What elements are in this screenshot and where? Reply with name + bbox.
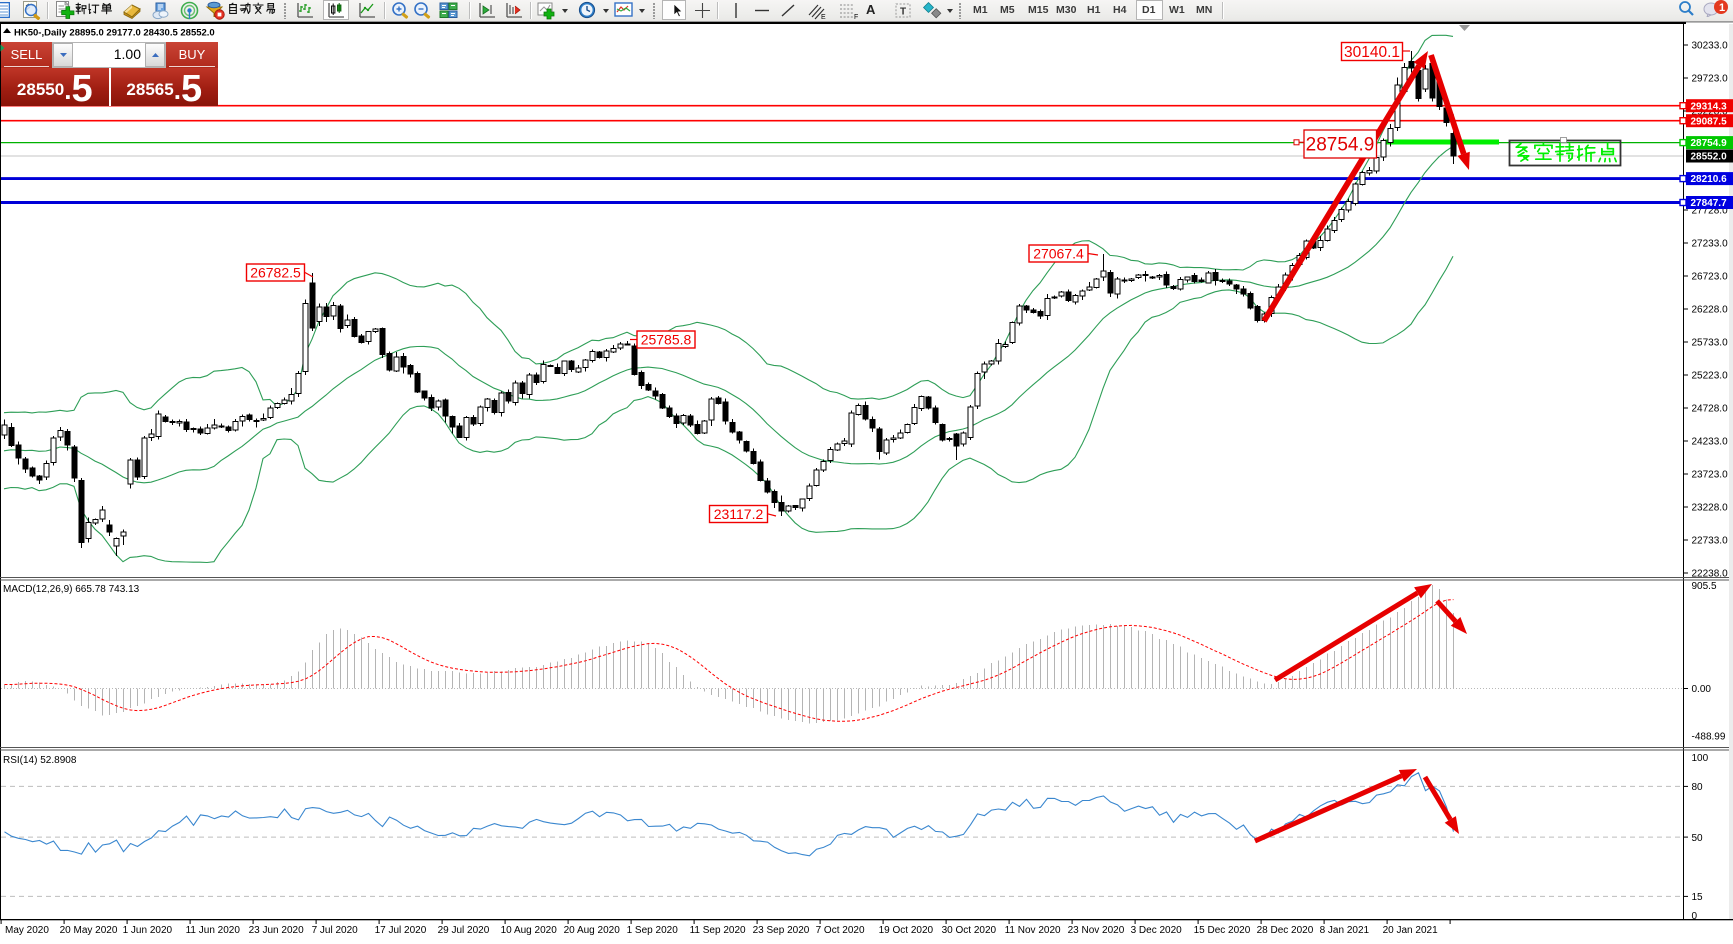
svg-text:100: 100 [1692, 753, 1709, 764]
svg-text:28754.9: 28754.9 [1306, 135, 1375, 156]
svg-text:15 Dec 2020: 15 Dec 2020 [1194, 925, 1251, 936]
svg-text:27233.0: 27233.0 [1692, 239, 1729, 250]
svg-text:22733.0: 22733.0 [1692, 536, 1729, 547]
svg-text:28754.9: 28754.9 [1691, 138, 1728, 149]
svg-text:HK50-,Daily 28895.0 29177.0 2: HK50-,Daily 28895.0 29177.0 28430.5 2855… [14, 28, 215, 39]
svg-text:7 Jul 2020: 7 Jul 2020 [312, 925, 359, 936]
svg-text:23 Sep 2020: 23 Sep 2020 [753, 925, 810, 936]
svg-text:15: 15 [1692, 892, 1704, 903]
svg-text:24728.0: 24728.0 [1692, 404, 1729, 415]
svg-text:28210.6: 28210.6 [1691, 174, 1728, 185]
svg-text:23 Nov 2020: 23 Nov 2020 [1068, 925, 1125, 936]
svg-text:19 Oct 2020: 19 Oct 2020 [879, 925, 934, 936]
svg-text:RSI(14) 52.8908: RSI(14) 52.8908 [3, 755, 77, 766]
svg-text:29 Jul 2020: 29 Jul 2020 [438, 925, 490, 936]
svg-text:23 Jun 2020: 23 Jun 2020 [249, 925, 304, 936]
svg-text:F: F [854, 14, 858, 20]
svg-text:27728.0: 27728.0 [1692, 206, 1729, 217]
svg-text:-488.99: -488.99 [1692, 732, 1726, 743]
svg-text:3 Dec 2020: 3 Dec 2020 [1131, 925, 1183, 936]
svg-text:0: 0 [1692, 911, 1698, 922]
svg-text:20 May 2020: 20 May 2020 [60, 925, 118, 936]
svg-text:20 Aug 2020: 20 Aug 2020 [564, 925, 621, 936]
svg-text:27847.7: 27847.7 [1691, 198, 1728, 209]
svg-text:26723.0: 26723.0 [1692, 272, 1729, 283]
svg-text:7 Oct 2020: 7 Oct 2020 [816, 925, 865, 936]
svg-text:1 Sep 2020: 1 Sep 2020 [627, 925, 679, 936]
svg-text:29087.5: 29087.5 [1691, 116, 1728, 127]
svg-text:8 Jan 2021: 8 Jan 2021 [1320, 925, 1370, 936]
svg-text:10 Aug 2020: 10 Aug 2020 [501, 925, 558, 936]
svg-text:11 Jun 2020: 11 Jun 2020 [186, 925, 241, 936]
svg-text:25785.8: 25785.8 [641, 331, 692, 347]
svg-text:50: 50 [1692, 833, 1704, 844]
svg-text:26228.0: 26228.0 [1692, 305, 1729, 316]
svg-text:1 Jun 2020: 1 Jun 2020 [123, 925, 173, 936]
svg-text:25223.0: 25223.0 [1692, 371, 1729, 382]
svg-text:30233.0: 30233.0 [1692, 41, 1729, 52]
svg-text:20 Jan 2021: 20 Jan 2021 [1383, 925, 1438, 936]
svg-text:11 Sep 2020: 11 Sep 2020 [690, 925, 746, 936]
svg-text:26782.5: 26782.5 [250, 264, 301, 280]
svg-text:23117.2: 23117.2 [714, 506, 764, 522]
svg-text:E: E [821, 14, 826, 20]
svg-text:11 Nov 2020: 11 Nov 2020 [1005, 925, 1061, 936]
svg-text:29314.3: 29314.3 [1691, 101, 1728, 112]
svg-text:28552.0: 28552.0 [1691, 152, 1728, 163]
svg-text:MACD(12,26,9) 665.78 743.13: MACD(12,26,9) 665.78 743.13 [3, 584, 140, 595]
svg-text:30140.1: 30140.1 [1344, 44, 1400, 61]
svg-text:23723.0: 23723.0 [1692, 470, 1729, 481]
svg-text:30 Oct 2020: 30 Oct 2020 [942, 925, 997, 936]
svg-text:May 2020: May 2020 [5, 925, 49, 936]
svg-text:T: T [900, 7, 906, 18]
svg-text:27067.4: 27067.4 [1033, 245, 1084, 261]
svg-text:28 Dec 2020: 28 Dec 2020 [1257, 925, 1314, 936]
svg-text:25733.0: 25733.0 [1692, 338, 1729, 349]
svg-text:22238.0: 22238.0 [1692, 569, 1729, 580]
svg-text:0.00: 0.00 [1692, 684, 1712, 695]
svg-text:23228.0: 23228.0 [1692, 503, 1729, 514]
svg-text:80: 80 [1692, 782, 1704, 793]
svg-text:29723.0: 29723.0 [1692, 74, 1729, 85]
svg-text:1: 1 [1719, 2, 1725, 14]
svg-text:17 Jul 2020: 17 Jul 2020 [375, 925, 427, 936]
svg-text:24233.0: 24233.0 [1692, 437, 1729, 448]
svg-text:905.5: 905.5 [1692, 581, 1717, 592]
